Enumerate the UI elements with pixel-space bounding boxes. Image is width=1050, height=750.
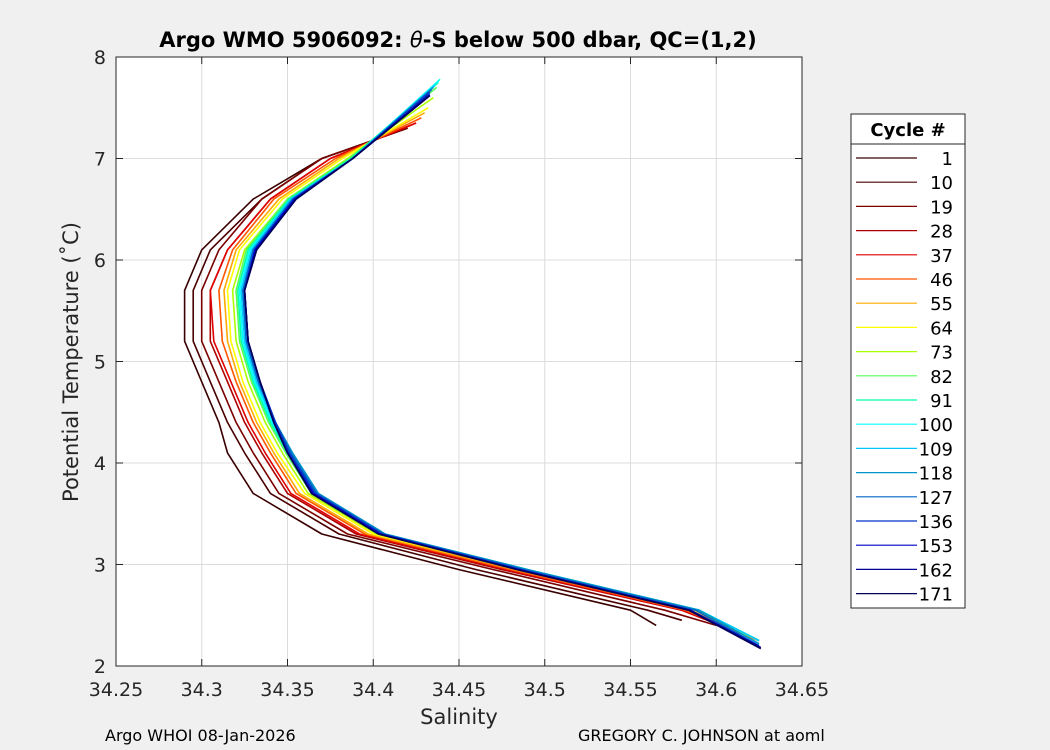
footer-left-text: Argo WHOI 08-Jan-2026	[105, 726, 296, 745]
legend-items: 1 10 19 28 37 46 55 64 73 82 91 100 109 118 127 136 153 1…	[856, 149, 953, 606]
y-tick-label: 3	[94, 555, 106, 577]
legend-label: 73	[930, 343, 953, 364]
x-tick-label: 34.6	[695, 679, 737, 701]
y-tick-label: 5	[94, 352, 106, 374]
legend-label: 55	[930, 294, 953, 315]
series-line-cycle-19	[200, 127, 717, 627]
footer-right-text: GREGORY C. JOHNSON at aoml	[578, 726, 825, 745]
axis-ticks: 34.25 34.3 34.35 34.4 34.45 34.5 34.55 34.6 34.6…	[89, 47, 829, 701]
legend: Cycle # 1 10 19 28 37 46 55 64 73 82 91 100 109 118 12…	[850, 113, 966, 609]
x-tick-label: 34.4	[352, 679, 394, 701]
x-tick-label: 34.55	[603, 679, 657, 701]
legend-label: 118	[919, 464, 953, 485]
legend-label: 136	[919, 512, 953, 533]
series-line-cycle-37	[209, 122, 760, 642]
y-tick-label: 7	[94, 149, 106, 171]
legend-label: 46	[930, 270, 953, 291]
legend-label: 64	[930, 318, 953, 339]
y-tick-label: 6	[94, 250, 106, 272]
series-line-cycle-10	[192, 127, 683, 622]
legend-label: 19	[930, 197, 953, 218]
x-tick-label: 34.3	[181, 679, 223, 701]
legend-label: 153	[919, 536, 953, 557]
x-tick-label: 34.25	[89, 679, 143, 701]
legend-title: Cycle #	[870, 120, 945, 141]
legend-label: 28	[930, 222, 953, 243]
legend-label: 37	[930, 246, 953, 267]
series-line-cycle-46	[218, 117, 760, 642]
chart-title: Argo WMO 5906092: θ-S below 500 dbar, QC…	[159, 28, 756, 52]
legend-box	[850, 113, 966, 609]
x-tick-label: 34.45	[432, 679, 486, 701]
legend-label: 162	[919, 560, 953, 581]
legend-label: 10	[930, 173, 953, 194]
legend-label: 91	[930, 391, 953, 412]
series-line-cycle-1	[183, 127, 657, 627]
y-tick-label: 4	[94, 453, 106, 475]
y-tick-label: 2	[94, 656, 106, 678]
x-tick-label: 34.5	[524, 679, 566, 701]
legend-label: 1	[942, 149, 953, 170]
series-line-cycle-171	[243, 94, 762, 650]
legend-label: 109	[919, 439, 953, 460]
y-tick-label: 8	[94, 47, 106, 69]
x-axis-label: Salinity	[420, 705, 498, 729]
legend-label: 100	[919, 415, 953, 436]
legend-label: 82	[930, 367, 953, 388]
y-axis-label: Potential Temperature (˚C)	[59, 222, 83, 502]
x-tick-label: 34.65	[775, 679, 829, 701]
series-lines	[183, 78, 762, 650]
x-tick-label: 34.35	[260, 679, 314, 701]
legend-label: 127	[919, 488, 953, 509]
legend-label: 171	[919, 585, 953, 606]
